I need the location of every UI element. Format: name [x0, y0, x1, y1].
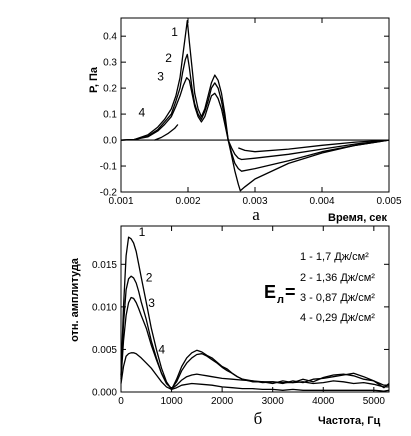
curve-label-3: 3 — [148, 296, 155, 310]
x-tick-label: 4000 — [312, 396, 335, 407]
legend-symbol-subscript: л — [277, 294, 284, 306]
legend-entry-3: 3 - 0,87 Дж/см² — [300, 292, 375, 304]
x-tick-label: 2000 — [211, 396, 234, 407]
x-tick-label: 0.002 — [175, 196, 200, 207]
chart-b-ticks: 0 1000 2000 3000 4000 5000 0.000 0.005 0.010 0.01… — [92, 226, 389, 407]
chart-b-series — [120, 236, 390, 392]
curve-label-2: 2 — [146, 270, 153, 284]
chart-b-panel-label: б — [254, 409, 263, 428]
chart-a-xlabel: Время, сек — [328, 212, 388, 224]
x-tick-label: 0.004 — [309, 196, 334, 207]
series-line-4 — [120, 352, 390, 392]
chart-b-legend: Е л = 1 - 1,7 Дж/см² 2 - 1,36 Дж/см² 3 -… — [264, 251, 375, 324]
chart-b-frame — [120, 225, 390, 393]
y-tick-label: 0.015 — [92, 260, 117, 271]
legend-equals: = — [285, 282, 296, 302]
y-tick-label: 0.3 — [103, 58, 117, 69]
curve-label-1: 1 — [171, 25, 178, 39]
x-tick-label: 1000 — [160, 396, 183, 407]
chart-b-ylabel: отн. амплитуда — [69, 257, 81, 342]
curve-label-3: 3 — [157, 69, 164, 83]
x-tick-label: 3000 — [262, 396, 285, 407]
series-line-4 — [154, 124, 179, 141]
series-line-2 — [120, 53, 390, 172]
series-line-3 — [120, 296, 389, 390]
chart-b: 0 1000 2000 3000 4000 5000 0.000 0.005 0.010 0.01… — [69, 225, 390, 428]
legend-entry-4: 4 - 0,29 Дж/см² — [300, 312, 375, 324]
y-tick-label: 0.010 — [92, 302, 117, 313]
y-tick-label: 0.1 — [103, 110, 117, 121]
series-line-extra-4 — [238, 139, 390, 153]
chart-a-curve-labels: 1 23 4 — [138, 25, 178, 120]
y-tick-label: 0.000 — [92, 388, 117, 399]
x-tick-label: 0.001 — [108, 196, 133, 207]
y-tick-label: 0.2 — [103, 84, 117, 95]
chart-a-frame — [120, 17, 390, 193]
x-tick-label: 0.003 — [242, 196, 267, 207]
y-tick-label: 0.0 — [103, 136, 117, 147]
chart-a-series — [120, 19, 390, 192]
y-tick-label: 0.005 — [92, 345, 117, 356]
legend-entry-2: 2 - 1,36 Дж/см² — [300, 272, 375, 284]
chart-a: 0.001 0.002 0.003 0.004 0.005 -0.2 -0.1 0.0 0.1 0… — [88, 17, 402, 224]
series-line-3 — [120, 77, 390, 161]
curve-label-2: 2 — [165, 51, 172, 65]
series-line-2 — [120, 275, 389, 390]
x-tick-label: 0.005 — [376, 196, 401, 207]
curve-label-1: 1 — [139, 225, 146, 239]
chart-b-xlabel: Частота, Гц — [318, 415, 381, 427]
curve-label-4: 4 — [138, 106, 145, 120]
curve-label-4: 4 — [158, 343, 165, 357]
chart-a-panel-label: а — [252, 205, 260, 224]
series-line-1 — [120, 19, 390, 192]
chart-a-ticks: 0.001 0.002 0.003 0.004 0.005 -0.2 -0.1 0.0 0.1 0… — [100, 18, 402, 207]
legend-entry-1: 1 - 1,7 Дж/см² — [300, 251, 369, 263]
x-tick-label: 0 — [118, 396, 124, 407]
legend-symbol: Е — [264, 282, 276, 302]
chart-b-curve-labels: 1 2 3 4 — [139, 225, 166, 356]
chart-a-ylabel: P, Па — [88, 66, 100, 93]
y-tick-label: -0.2 — [100, 188, 118, 199]
x-tick-label: 5000 — [363, 396, 386, 407]
y-tick-label: 0.4 — [103, 32, 117, 43]
y-tick-label: -0.1 — [100, 162, 118, 173]
